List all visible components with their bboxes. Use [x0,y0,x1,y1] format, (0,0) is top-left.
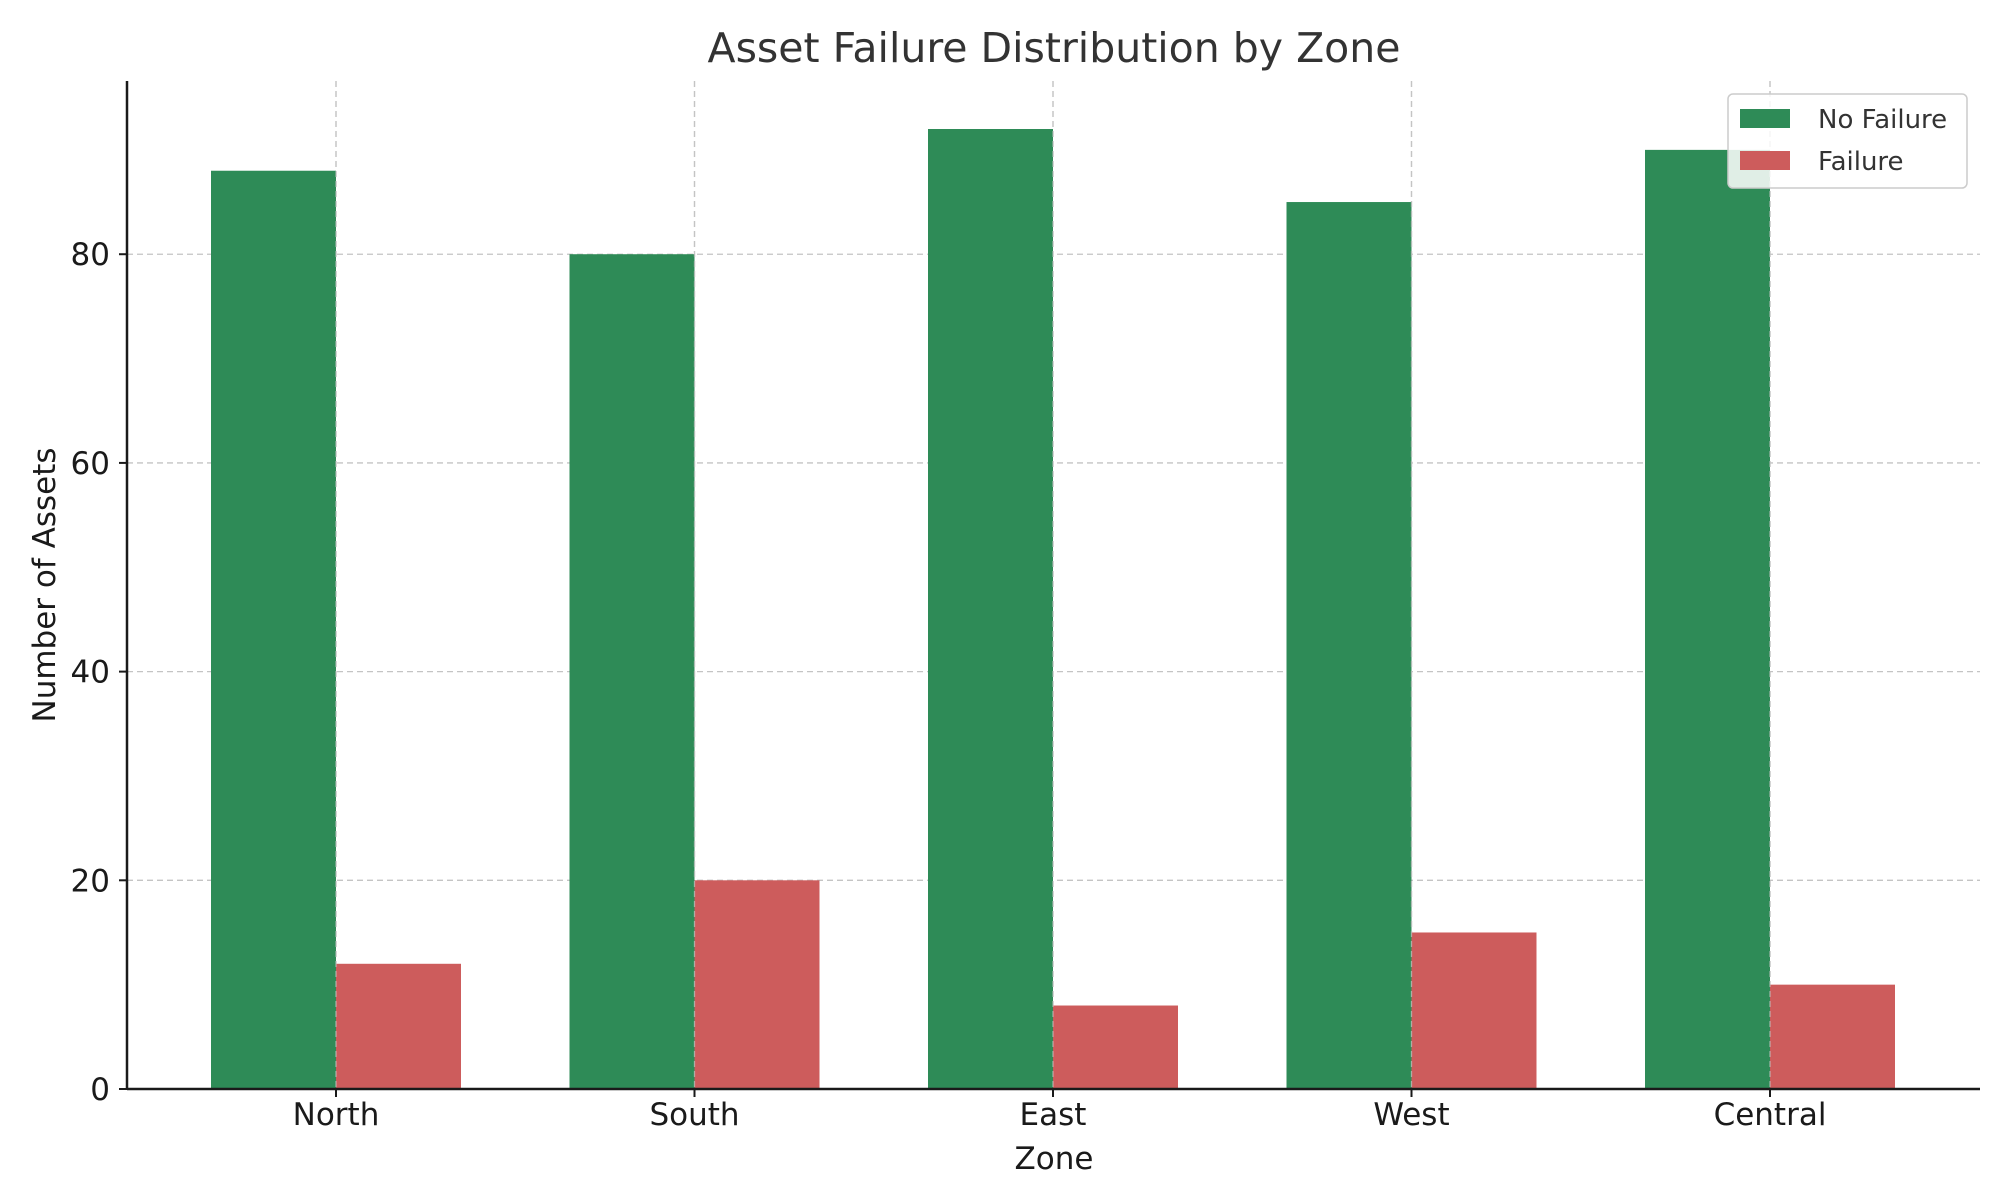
legend-label-no-failure: No Failure [1818,105,1947,135]
y-tick-label: 40 [71,655,110,691]
axes [119,81,1980,1097]
y-tick-label: 60 [71,446,110,482]
x-tick-label: East [1020,1097,1087,1133]
bar-no-failure-west [1286,202,1412,1090]
bar-no-failure-central [1645,149,1770,1089]
y-tick-label: 80 [71,237,110,273]
chart-title: Asset Failure Distribution by Zone [708,24,1401,72]
x-tick-label: West [1373,1097,1449,1133]
y-tick-label: 20 [71,863,110,899]
bar-no-failure-south [569,254,695,1089]
legend-swatch-failure [1740,151,1790,170]
y-axis-label: Number of Assets [27,447,63,722]
x-tick-label: Central [1714,1097,1827,1133]
legend-swatch-no-failure [1740,109,1790,128]
bar-failure-west [1411,932,1537,1089]
bar-no-failure-north [211,170,336,1089]
bar-no-failure-east [928,129,1053,1089]
legend: No Failure Failure [1727,93,1968,189]
y-tick-label: 0 [90,1072,110,1108]
bar-failure-north [336,963,461,1089]
bar-failure-central [1770,984,1895,1089]
bar-failure-south [694,880,820,1089]
x-tick-label: South [649,1097,739,1133]
legend-label-failure: Failure [1818,147,1904,177]
bar-failure-east [1053,1005,1178,1089]
x-tick-label: North [293,1097,380,1133]
tick-labels: 0 20 40 60 80 North South East West Central [71,237,1827,1133]
bars [211,81,1895,1090]
x-axis-label: Zone [1015,1141,1094,1177]
